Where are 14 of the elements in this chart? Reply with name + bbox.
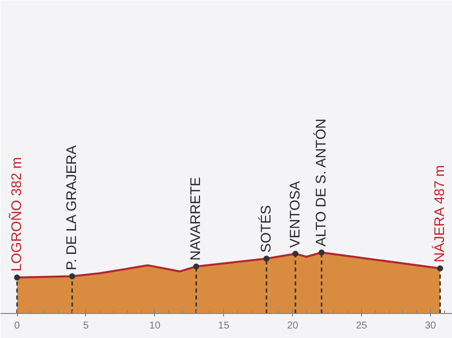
x-tick-label: 25 — [356, 320, 368, 332]
annotation: SOTÉS — [257, 205, 274, 253]
annotation: VENTOSA — [286, 180, 302, 248]
annotation: LOGROÑO 382 m — [8, 157, 24, 272]
annotation: P. DE LA GRAJERA — [63, 144, 80, 270]
annotation: ALTO DE S. ANTÓN — [312, 118, 329, 246]
x-tick-label: 10 — [149, 320, 161, 332]
x-tick-label: 15 — [218, 320, 230, 332]
annotation: NÁJERA 487 m — [431, 165, 448, 262]
x-tick-label: 20 — [287, 320, 299, 332]
annotation: NAVARRETE — [187, 177, 204, 261]
x-tick-label: 5 — [83, 320, 90, 332]
x-tick-label: 0 — [14, 320, 20, 332]
x-tick-label: 30 — [424, 320, 436, 332]
